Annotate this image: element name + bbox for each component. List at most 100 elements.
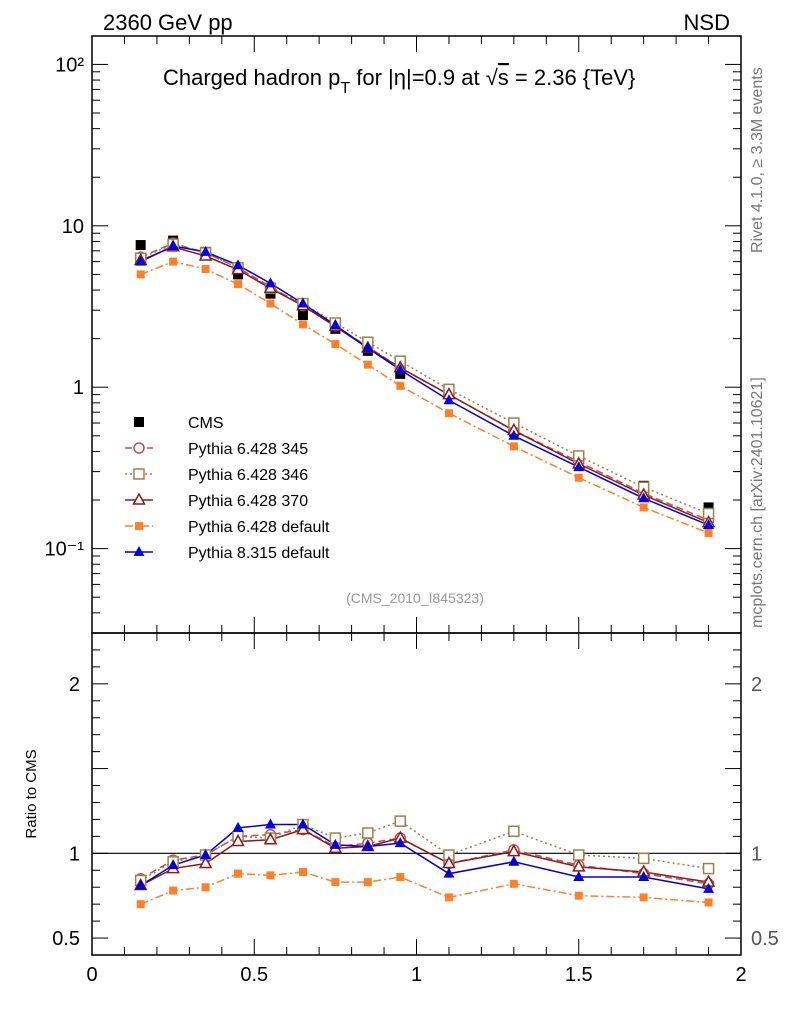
data-point	[201, 265, 210, 274]
main-y-tick-label: 10²	[55, 54, 84, 76]
data-point	[509, 442, 518, 451]
legend-marker	[132, 492, 146, 505]
data-point	[298, 320, 307, 329]
energy-label: 2360 GeV pp	[103, 10, 233, 35]
data-point	[329, 319, 341, 330]
ratio-data-point	[703, 882, 715, 893]
main-title: Charged hadron pT for |η|=0.9 at √s = 2.…	[163, 65, 635, 97]
data-point	[169, 257, 178, 266]
ratio-y-tick-label-right: 1	[751, 843, 762, 865]
ratio-data-point	[167, 859, 179, 870]
ratio-data-point	[231, 833, 245, 847]
data-point	[703, 502, 714, 513]
legend-label: Pythia 6.428 346	[188, 467, 308, 484]
ratio-data-point	[394, 815, 407, 827]
ratio-y-tick-label-right: 0.5	[751, 928, 779, 950]
x-tick-label: 0	[86, 964, 97, 986]
ratio-data-point	[200, 849, 212, 860]
ratio-data-point	[232, 821, 244, 832]
ratio-data-point	[297, 818, 309, 829]
rivet-version-label: Rivet 4.1.0, ≥ 3.3M events	[749, 67, 766, 253]
data-point	[704, 528, 713, 537]
ratio-data-point	[135, 879, 147, 890]
ratio-data-point	[298, 867, 307, 876]
ratio-data-point	[201, 883, 210, 892]
ratio-data-point	[639, 893, 648, 902]
legend-label: Pythia 6.428 default	[188, 519, 330, 536]
ratio-y-tick-label: 0.5	[52, 928, 80, 950]
ratio-data-point	[362, 827, 374, 839]
legend-marker	[135, 522, 143, 530]
ratio-data-point	[444, 893, 453, 902]
ratio-data-point	[198, 855, 213, 869]
data-point	[266, 299, 275, 308]
analysis-id-label: (CMS_2010_I845323)	[346, 590, 484, 606]
legend-label: Pythia 8.315 default	[188, 545, 330, 562]
series-line-pythia-6-428-346	[140, 243, 709, 515]
x-tick-label: 1	[411, 964, 422, 986]
ratio-data-point	[396, 873, 405, 882]
x-tick-label: 0.5	[240, 964, 268, 986]
ratio-data-point	[638, 871, 650, 882]
legend-label: Pythia 6.428 345	[188, 441, 308, 458]
legend-marker	[133, 546, 145, 556]
data-point	[444, 409, 453, 418]
data-point	[167, 239, 179, 250]
data-point	[362, 341, 374, 352]
legend: CMS Pythia 6.428 345 Pythia 6.428 346 Pythi…	[125, 415, 330, 562]
main-y-tick-label: 1	[73, 377, 84, 399]
series-line-pythia-6-428-default	[140, 260, 709, 534]
data-point	[264, 277, 276, 288]
data-point	[574, 473, 583, 482]
ratio-data-point	[704, 898, 713, 907]
data-point	[297, 310, 308, 321]
ratio-data-point	[264, 818, 276, 829]
ratio-data-point	[136, 900, 145, 909]
data-point	[135, 240, 146, 251]
ratio-data-point	[508, 855, 520, 866]
ratio-data-point	[266, 871, 275, 880]
data-point	[638, 492, 650, 503]
data-point	[135, 255, 147, 266]
data-point	[396, 381, 405, 390]
data-point	[394, 363, 406, 374]
ratio-data-point	[331, 878, 340, 887]
legend-marker	[134, 417, 144, 427]
legend-marker	[133, 468, 145, 480]
ratio-data-point	[362, 840, 374, 851]
ratio-y-tick-label: 1	[69, 843, 80, 865]
ratio-data-point	[394, 837, 406, 848]
ratio-y-tick-label: 2	[69, 674, 80, 696]
data-point	[639, 503, 648, 512]
data-point	[508, 429, 520, 440]
ratio-plot-frame	[91, 632, 742, 956]
ratio-y-axis-label: Ratio to CMS	[23, 749, 40, 838]
ratio-data-point	[508, 825, 520, 838]
mcplots-source-label: mcplots.cern.ch [arXiv:2401.10621]	[749, 377, 766, 628]
ratio-data-point	[637, 852, 650, 865]
data-point	[234, 280, 243, 289]
ratio-data-point	[263, 832, 278, 845]
ratio-data-point	[443, 867, 455, 878]
ratio-data-point	[509, 879, 518, 888]
data-point	[232, 259, 244, 270]
ratio-data-point	[574, 891, 583, 900]
ratio-data-point	[507, 844, 521, 857]
ratio-data-point	[329, 838, 341, 849]
ratio-data-point	[571, 859, 586, 872]
legend-label: Pythia 6.428 370	[188, 493, 308, 510]
legend-marker	[133, 442, 145, 454]
ratio-data-point	[442, 855, 456, 869]
main-y-tick-label: 10	[62, 216, 84, 238]
ratio-data-point	[234, 869, 243, 878]
ratio-y-tick-label-right: 2	[751, 674, 762, 696]
process-label: NSD	[684, 10, 730, 35]
main-y-tick-label: 10⁻¹	[45, 539, 85, 561]
data-point	[443, 394, 455, 405]
legend-label: CMS	[188, 415, 224, 432]
ratio-data-point	[702, 862, 715, 875]
data-point	[363, 360, 372, 369]
ratio-data-point	[296, 822, 310, 835]
ratio-data-point	[573, 849, 585, 861]
